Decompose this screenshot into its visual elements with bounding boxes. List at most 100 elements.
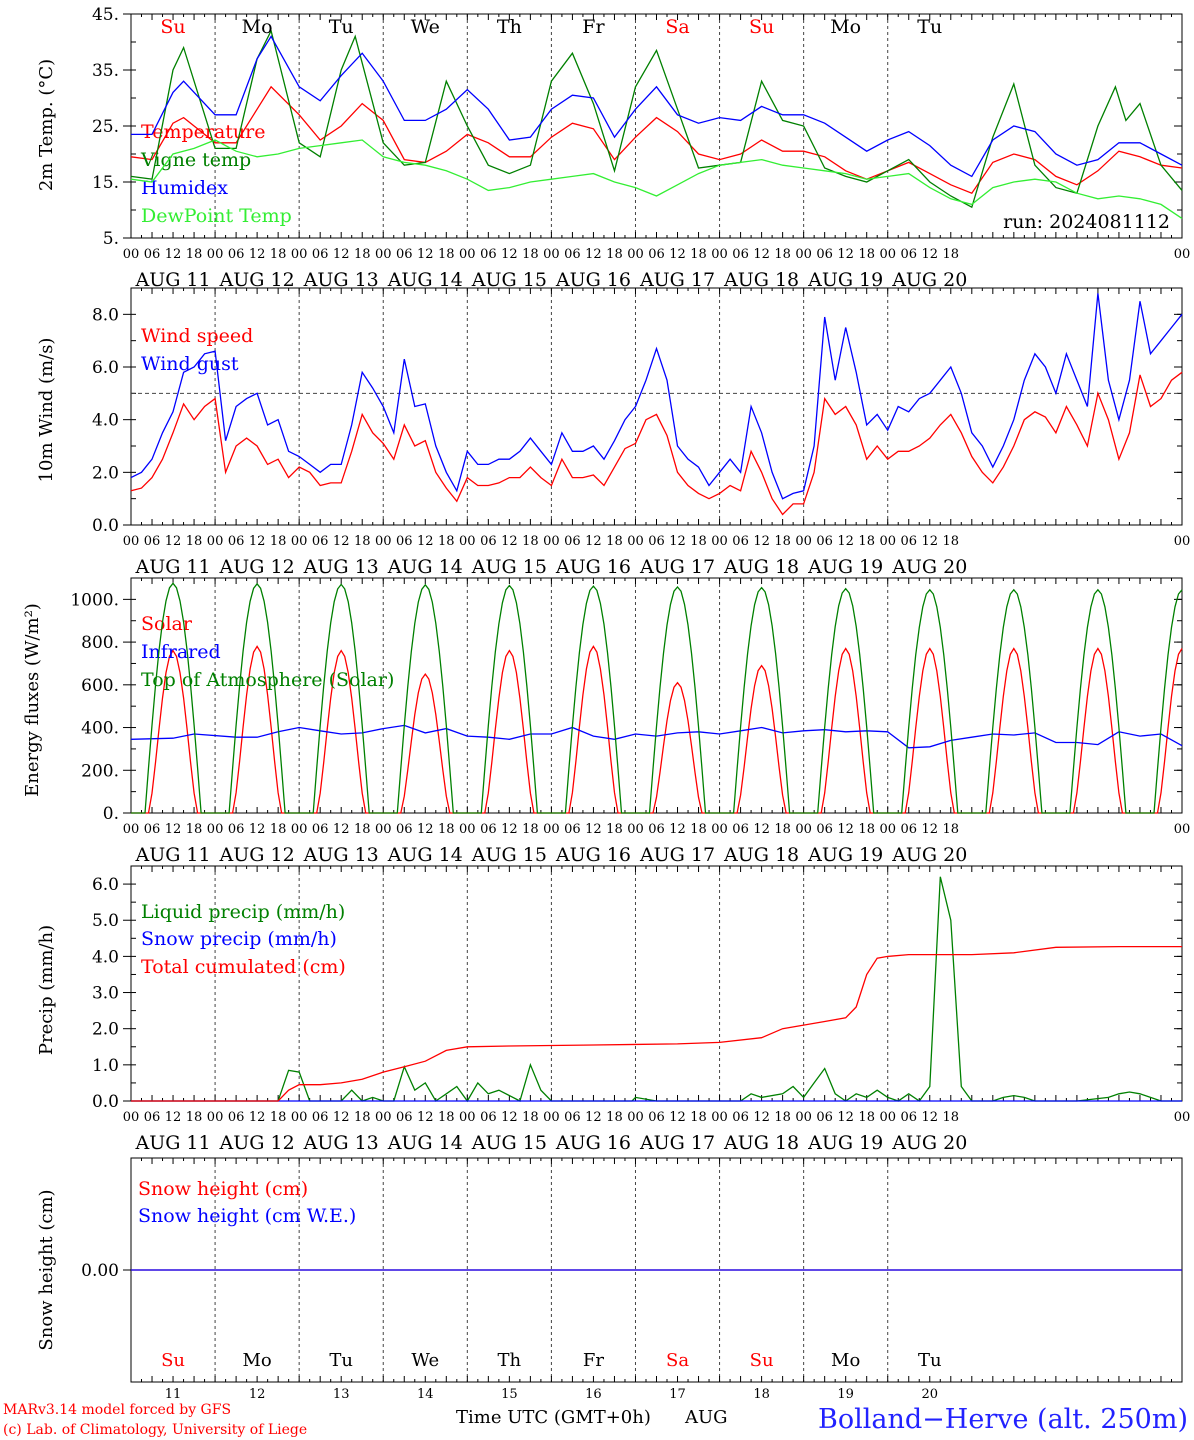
hour-tick-label: 00	[543, 822, 560, 837]
weekday-label: Su	[161, 1350, 185, 1371]
hour-tick-label: 12	[921, 1110, 938, 1125]
hour-tick-label: 12	[837, 1110, 854, 1125]
hour-tick-label: 12	[165, 247, 182, 262]
hour-tick-label: 18	[774, 1110, 791, 1125]
hour-tick-label: 00	[291, 1110, 308, 1125]
legend-entry: Solar	[141, 613, 193, 635]
y-tick-label: 2.0	[92, 463, 119, 483]
run-label: run: 2024081112	[1003, 211, 1170, 233]
hour-tick-label: 06	[228, 1110, 245, 1125]
hour-tick-label: 12	[249, 247, 266, 262]
hour-tick-label: 06	[312, 247, 329, 262]
hour-tick-label: 12	[333, 247, 350, 262]
hour-tick-label: 12	[165, 1110, 182, 1125]
hour-tick-label: 00	[207, 1110, 224, 1125]
weekday-label: Sa	[665, 16, 689, 38]
date-label: AUG 18	[723, 556, 799, 578]
hour-tick-label: 00	[795, 534, 812, 549]
hour-tick-label: 18	[943, 247, 960, 262]
weekday-label: We	[411, 1350, 439, 1371]
hour-tick-label: 18	[606, 1110, 623, 1125]
y-tick-label: 800.	[81, 633, 119, 653]
weekday-label: Sa	[666, 1350, 689, 1371]
hour-tick-label: 12	[585, 534, 602, 549]
hour-tick-label: 18	[858, 1110, 875, 1125]
y-tick-label: 600.	[81, 676, 119, 696]
date-label: AUG 20	[891, 269, 967, 291]
hour-tick-label: 00	[795, 247, 812, 262]
hour-tick-label: 18	[943, 534, 960, 549]
date-label: AUG 20	[891, 1132, 967, 1154]
date-label: AUG 13	[303, 844, 379, 866]
date-label: AUG 12	[219, 269, 295, 291]
y-tick-label: 25.	[92, 117, 119, 137]
plot-frame	[130, 287, 1183, 526]
hour-tick-label: 06	[396, 534, 413, 549]
hour-tick-label: 00	[1174, 247, 1191, 262]
y-tick-label: 15.	[92, 173, 119, 193]
y-tick-label: 1.0	[92, 1056, 119, 1076]
y-axis-label: Precip (mm/h)	[36, 925, 57, 1055]
hour-tick-label: 18	[186, 534, 203, 549]
weekday-label: Mo	[242, 16, 273, 38]
legend-entry: Top of Atmosphere (Solar)	[141, 669, 394, 691]
hour-tick-label: 00	[207, 247, 224, 262]
hour-tick-label: 18	[943, 1110, 960, 1125]
hour-tick-label: 00	[1174, 534, 1191, 549]
hour-tick-label: 18	[606, 822, 623, 837]
hour-tick-label: 18	[186, 822, 203, 837]
hour-tick-label: 18	[606, 534, 623, 549]
hour-tick-label: 00	[375, 534, 392, 549]
energy-panel: 0. 200. 400. 600. 800. 1000. Energy fluxes (W/…	[22, 577, 1190, 866]
hour-tick-label: 06	[648, 534, 665, 549]
hour-tick-label: 12	[837, 247, 854, 262]
hour-tick-label: 12	[333, 822, 350, 837]
hour-tick-label: 06	[816, 1110, 833, 1125]
hour-tick-label: 18	[858, 247, 875, 262]
series-line-1	[130, 371, 1183, 516]
hour-tick-label: 06	[732, 534, 749, 549]
hour-tick-label: 06	[648, 247, 665, 262]
hour-tick-label: 06	[312, 1110, 329, 1125]
date-label: AUG 15	[471, 269, 547, 291]
hour-tick-label: 00	[123, 534, 140, 549]
hour-tick-label: 06	[144, 822, 161, 837]
date-label: AUG 17	[639, 1132, 715, 1154]
y-tick-label: 200.	[81, 761, 119, 781]
hour-tick-label: 12	[669, 247, 686, 262]
date-label: AUG 19	[807, 269, 883, 291]
weekday-label: Fr	[582, 16, 605, 38]
date-label: AUG 11	[134, 269, 210, 291]
hour-tick-label: 00	[459, 1110, 476, 1125]
date-label: AUG 13	[303, 269, 379, 291]
hour-tick-label: 12	[417, 247, 434, 262]
date-label: AUG 20	[891, 556, 967, 578]
weekday-label: Mo	[831, 1350, 860, 1371]
date-label: AUG 16	[555, 269, 631, 291]
hour-tick-label: 18	[522, 534, 539, 549]
hour-tick-label: 12	[921, 534, 938, 549]
day-number-label: 12	[249, 1387, 266, 1402]
hour-tick-label: 12	[417, 534, 434, 549]
hour-tick-label: 00	[207, 822, 224, 837]
legend-entry: Wind speed	[141, 325, 253, 347]
hour-tick-label: 06	[396, 247, 413, 262]
y-tick-label: 0.	[103, 804, 119, 824]
hour-tick-label: 06	[648, 822, 665, 837]
series-line-4	[130, 139, 1183, 219]
date-label: AUG 17	[639, 556, 715, 578]
hour-tick-label: 00	[879, 1110, 896, 1125]
hour-tick-label: 12	[417, 1110, 434, 1125]
hour-tick-label: 18	[354, 1110, 371, 1125]
hour-tick-label: 00	[627, 247, 644, 262]
hour-tick-label: 00	[375, 1110, 392, 1125]
hour-tick-label: 12	[333, 534, 350, 549]
hour-tick-label: 18	[774, 534, 791, 549]
y-tick-label: 3.0	[92, 984, 119, 1004]
y-axis-label: Energy fluxes (W/m²)	[22, 603, 43, 797]
y-tick-label: 45.	[92, 5, 119, 25]
series-line-2	[130, 28, 1183, 209]
hour-tick-label: 18	[438, 247, 455, 262]
day-number-label: 20	[921, 1387, 938, 1402]
hour-tick-label: 18	[270, 822, 287, 837]
